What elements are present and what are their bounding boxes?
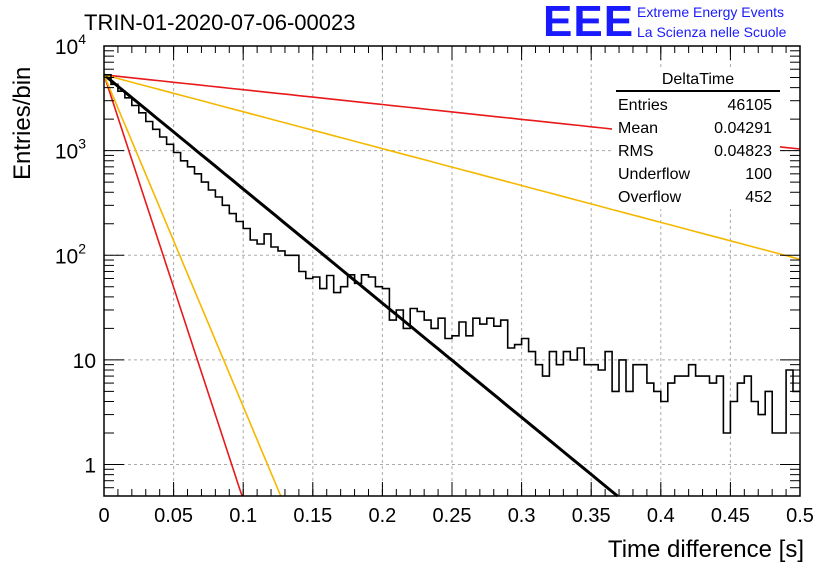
y-axis-label: Entries/bin — [9, 66, 36, 180]
stats-box: DeltaTime Entries 46105 Mean 0.04291 RMS… — [612, 70, 780, 209]
x-tick-label: 0.3 — [508, 505, 536, 527]
x-tick-labels: 0 0.05 0.1 0.15 0.2 0.25 0.3 0.35 0.4 0.45 0.5 — [98, 505, 813, 527]
stats-row-entries: Entries 46105 — [612, 94, 780, 117]
fit-curve-4 — [103, 74, 282, 497]
x-tick-label: 0.4 — [647, 505, 675, 527]
x-tick-label: 0.2 — [368, 505, 396, 527]
x-tick-label: 0.45 — [711, 505, 750, 527]
histogram-line — [104, 74, 800, 434]
stats-row-rms: RMS 0.04823 — [612, 140, 780, 163]
stats-label: Overflow — [618, 189, 682, 206]
y-tick-label: 104 — [55, 31, 86, 59]
stats-label: Underflow — [618, 166, 691, 183]
run-title: TRIN-01-2020-07-06-00023 — [84, 10, 356, 35]
eee-logo: EEE — [543, 0, 635, 46]
x-tick-label: 0.25 — [433, 505, 472, 527]
y-tick-label: 102 — [55, 240, 86, 268]
axis-ticks — [103, 45, 801, 497]
stats-label: Mean — [618, 120, 659, 137]
stats-label: Entries — [618, 97, 668, 114]
x-axis-label: Time difference [s] — [607, 536, 804, 563]
histogram — [104, 74, 800, 434]
eee-logo-line2: La Scienza nelle Scuole — [637, 24, 787, 40]
stats-value: 100 — [745, 166, 772, 183]
stats-row-overflow: Overflow 452 — [612, 186, 780, 209]
stats-label: RMS — [618, 143, 654, 160]
stats-value: 0.04291 — [714, 120, 772, 137]
y-tick-exponent: 3 — [78, 136, 86, 152]
fit-curve-0 — [103, 73, 619, 498]
fit-curves — [103, 73, 801, 498]
x-tick-label: 0.35 — [572, 505, 611, 527]
stats-row-mean: Mean 0.04291 — [612, 117, 780, 140]
fit-curve-3 — [103, 74, 801, 261]
stats-value: 0.04823 — [714, 143, 772, 160]
fit-curve-2 — [103, 74, 243, 497]
stats-value: 452 — [745, 189, 772, 206]
x-tick-label: 0.5 — [786, 505, 814, 527]
stats-value: 46105 — [727, 97, 773, 114]
eee-logo-line1: Extreme Energy Events — [637, 4, 785, 20]
x-tick-label: 0.15 — [293, 505, 332, 527]
y-tick-label: 1 — [84, 455, 96, 478]
stats-title: DeltaTime — [616, 70, 780, 92]
y-tick-label: 10 — [73, 350, 96, 373]
x-tick-label: 0.05 — [154, 505, 193, 527]
y-tick-labels: 1 10 102 103 104 — [55, 31, 96, 478]
y-tick-exponent: 2 — [78, 240, 86, 256]
x-tick-label: 0.1 — [229, 505, 257, 527]
y-tick-exponent: 4 — [78, 31, 86, 47]
y-tick-label: 103 — [55, 136, 86, 164]
x-tick-label: 0 — [98, 505, 109, 527]
stats-row-underflow: Underflow 100 — [612, 163, 780, 186]
